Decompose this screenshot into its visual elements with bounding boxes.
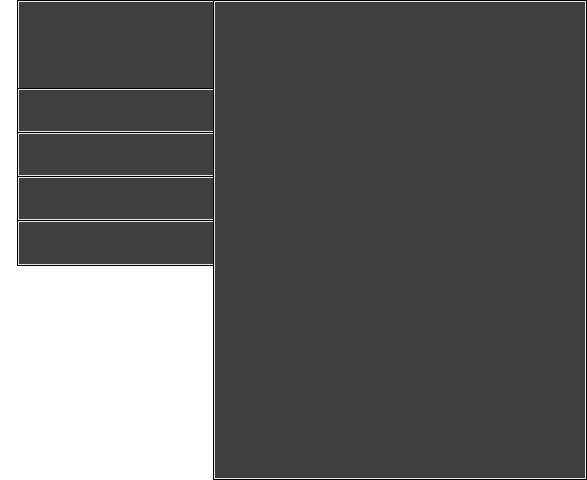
sidebar-item-1[interactable] xyxy=(17,88,215,133)
sidebar-item-2[interactable] xyxy=(17,132,215,177)
sidebar-header-panel xyxy=(17,0,215,90)
sidebar-item-3[interactable] xyxy=(17,176,215,221)
sidebar-item-4[interactable] xyxy=(17,220,215,266)
main-content-panel[interactable] xyxy=(213,0,587,480)
